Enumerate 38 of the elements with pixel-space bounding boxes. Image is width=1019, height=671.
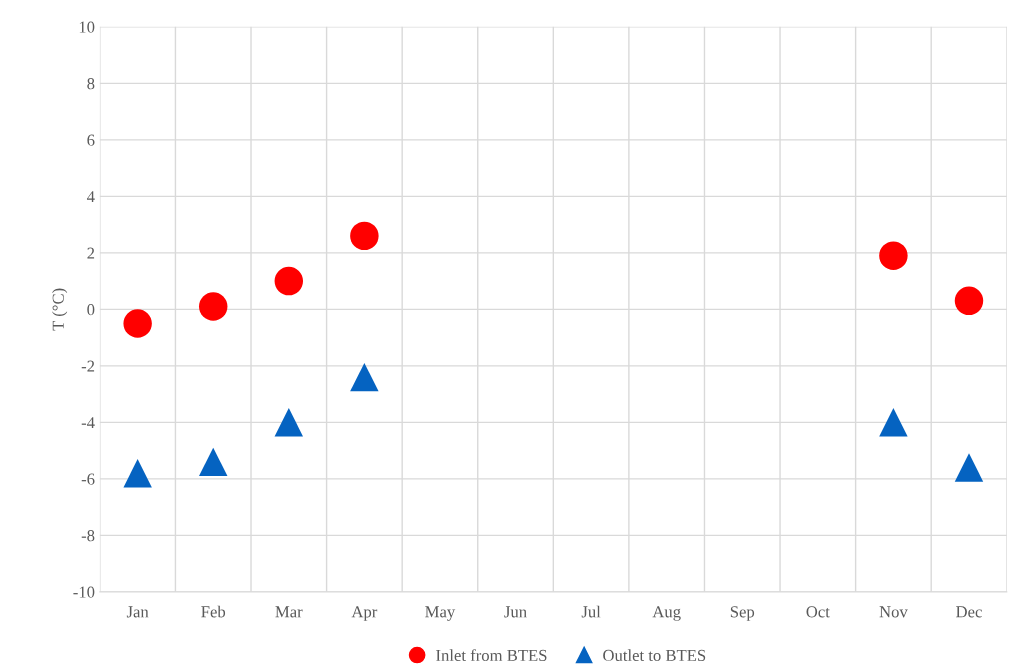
x-tick-label: Dec — [956, 606, 982, 618]
x-tick-label: May — [425, 606, 456, 621]
point — [954, 286, 984, 316]
y-tick-label: 10 — [79, 21, 95, 33]
x-tick-label: Jul — [581, 605, 601, 618]
legend-label: Outlet to BTES — [603, 649, 706, 662]
y-tick-label: 0 — [87, 304, 95, 316]
legend-label: Inlet from BTES — [436, 649, 547, 662]
y-tick-label: 2 — [87, 247, 95, 259]
y-tick-label: 4 — [86, 191, 95, 203]
x-tick-label: Jan — [126, 606, 149, 618]
y-tick-label: -8 — [81, 530, 95, 542]
point — [198, 447, 228, 477]
x-tick-label: Jun — [504, 606, 527, 618]
x-tick-label: Aug — [652, 606, 681, 621]
y-tick-label: -10 — [73, 586, 95, 598]
point — [123, 309, 152, 338]
point — [123, 458, 152, 488]
point — [879, 408, 908, 437]
y-tick-label: 6 — [87, 134, 95, 146]
y-tick-label: 8 — [87, 78, 95, 90]
y-axis-title: T (°C) — [52, 288, 68, 331]
y-tick-label: -6 — [81, 473, 95, 485]
x-tick-label: Mar — [275, 606, 303, 618]
x-tick-label: Feb — [201, 605, 226, 618]
point — [350, 221, 379, 251]
y-tick-label: -2 — [81, 360, 95, 372]
x-tick-label: Apr — [351, 606, 378, 621]
point — [350, 362, 379, 392]
point — [274, 266, 304, 296]
point — [198, 292, 228, 321]
point — [954, 453, 984, 482]
point — [879, 241, 908, 270]
y-tick-label: -4 — [81, 417, 95, 429]
x-tick-label: Nov — [879, 606, 908, 618]
x-tick-label: Sep — [730, 606, 755, 621]
point — [274, 408, 304, 437]
x-tick-label: Oct — [806, 606, 830, 618]
